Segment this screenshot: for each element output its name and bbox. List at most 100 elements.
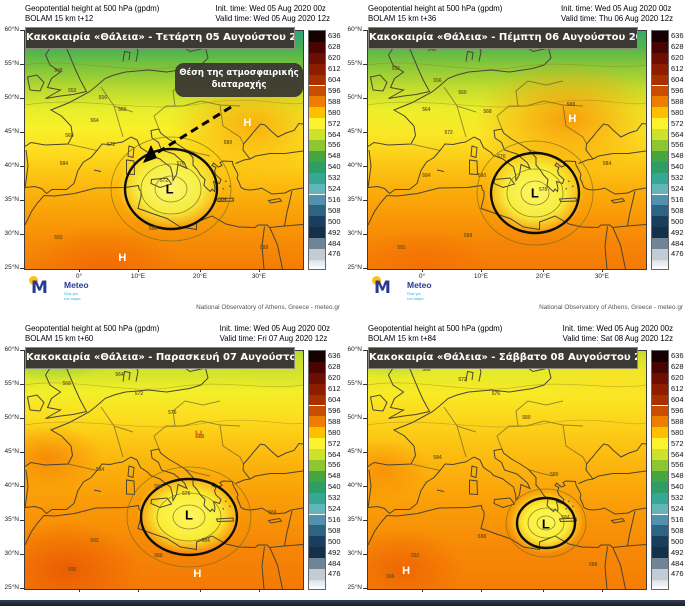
colorbar: 636 628 620 612 604 596 588 580 572 564 556 548 540 5… — [651, 30, 685, 270]
lat-tick — [20, 64, 24, 65]
colorbar-label: 612 — [671, 64, 684, 74]
colorbar-label: 620 — [328, 373, 341, 383]
lat-label: 55°N — [4, 380, 19, 387]
colorbar-label: 604 — [328, 395, 341, 404]
lat-label: 25°N — [347, 584, 362, 591]
contour-value-label: 556 — [98, 94, 107, 101]
contour-value-label: 584 — [561, 514, 570, 521]
lat-tick — [20, 132, 24, 133]
colorbar-band — [309, 129, 325, 140]
lon-tick — [480, 269, 482, 272]
colorbar-band — [309, 183, 325, 195]
colorbar-band — [309, 481, 325, 493]
valid-time: Valid time: Thu 06 Aug 2020 12z — [561, 14, 673, 24]
lat-tick — [20, 452, 24, 453]
colorbar-understripe — [652, 584, 668, 587]
product-header: Geopotential height at 500 hPa (gpdm) BO… — [368, 324, 502, 344]
lat-label: 50°N — [4, 414, 19, 421]
colorbar-band — [652, 140, 668, 151]
sun-icon — [372, 276, 381, 285]
lat-tick — [20, 588, 24, 589]
lon-tick — [79, 589, 81, 592]
colorbar-band — [652, 31, 668, 42]
colorbar-band — [309, 227, 325, 239]
low-circle-annotation — [515, 496, 577, 550]
product-header: Geopotential height at 500 hPa (gpdm) BO… — [368, 4, 502, 24]
colorbar-label: 556 — [328, 460, 341, 470]
contour-value-label: 572 — [458, 376, 467, 383]
colorbar-band — [652, 536, 668, 548]
colorbar-label: 492 — [328, 547, 341, 557]
meteo-m-icon: M — [31, 278, 48, 298]
contour-value-label: 576 — [538, 187, 548, 194]
lat-tick — [363, 30, 367, 31]
contour-value-label: 592 — [397, 244, 406, 251]
cropped-row-edge — [0, 600, 685, 606]
contour-value-label: 584 — [59, 161, 69, 168]
lon-tick — [542, 269, 544, 272]
colorbar-label: 636 — [328, 351, 341, 361]
colorbar-band — [309, 205, 325, 217]
colorbar-label: 564 — [671, 449, 684, 459]
colorbar-band — [309, 383, 325, 395]
high-pressure-label: H — [118, 252, 127, 265]
lon-label: 0° — [418, 273, 426, 280]
lat-tick — [363, 554, 367, 555]
colorbar-label: 508 — [328, 525, 341, 535]
colorbar-band — [309, 427, 325, 439]
colorbar-band — [309, 503, 325, 515]
colorbar-band — [652, 383, 668, 395]
colorbar-band — [652, 183, 668, 195]
colorbar: 636 628 620 612 604 596 588 580 572 564 556 548 540 5… — [308, 30, 356, 270]
colorbar-band — [652, 503, 668, 515]
product-header: Geopotential height at 500 hPa (gpdm) BO… — [25, 4, 159, 24]
colorbar-band — [309, 96, 325, 108]
colorbar-label: 572 — [328, 438, 341, 448]
lat-tick — [20, 30, 24, 31]
lon-label: 30°E — [594, 273, 609, 280]
colorbar-band — [652, 150, 668, 162]
contour-value-label: 596 — [386, 574, 395, 581]
lat-label: 40°N — [4, 482, 19, 489]
colorbar-band — [309, 416, 325, 428]
colorbar-band — [652, 481, 668, 493]
colorbar-label: 628 — [671, 362, 684, 372]
lon-tick — [137, 589, 139, 592]
lat-label: 35°N — [347, 196, 362, 203]
lat-label: 45°N — [4, 448, 19, 455]
contour-value-label: 576 — [182, 490, 191, 497]
lat-tick — [363, 486, 367, 487]
product-header: Geopotential height at 500 hPa (gpdm) BO… — [25, 324, 159, 344]
colorbar-label: 516 — [328, 194, 341, 204]
colorbar-label: 476 — [671, 249, 684, 259]
colorbar-band — [652, 96, 668, 108]
contour-value-label: 564 — [422, 106, 431, 113]
lat-tick — [20, 520, 24, 521]
contour-value-label: 592 — [411, 552, 420, 559]
model-run: BOLAM 15 km t+60 — [25, 334, 94, 344]
lon-tick — [258, 589, 260, 592]
logo-tagline-1: Όλα για — [64, 291, 78, 296]
colorbar-band — [652, 492, 668, 504]
weather-map: Θέση της ατμοσφαιρικής διαταραχής LHH540… — [24, 30, 304, 270]
low-circle-annotation — [489, 151, 581, 235]
colorbar-band — [309, 216, 325, 228]
colorbar-band — [309, 31, 325, 42]
panel-title: Κακοκαιρία «Θάλεια» - Παρασκευή 07 Αυγού… — [25, 347, 295, 369]
colorbar-label: 556 — [328, 140, 341, 150]
colorbar-label: 596 — [671, 85, 684, 95]
colorbar-scale — [308, 350, 326, 590]
colorbar-band — [309, 150, 325, 162]
colorbar-band — [652, 558, 668, 569]
panel-title: Κακοκαιρία «Θάλεια» - Σάββατο 08 Αυγούστ… — [368, 347, 638, 369]
lon-tick — [199, 269, 201, 272]
lat-label: 25°N — [4, 584, 19, 591]
colorbar-understripe — [652, 260, 668, 263]
colorbar-band — [309, 194, 325, 206]
high-pressure-label: H — [243, 116, 252, 129]
colorbar-band — [309, 74, 325, 86]
colorbar-labels: 636 628 620 612 604 596 588 580 572 564 556 548 540 5… — [328, 350, 356, 588]
colorbar-understripe — [652, 262, 668, 265]
init-time: Init. time: Wed 05 Aug 2020 00z — [219, 324, 330, 333]
lat-tick — [20, 166, 24, 167]
